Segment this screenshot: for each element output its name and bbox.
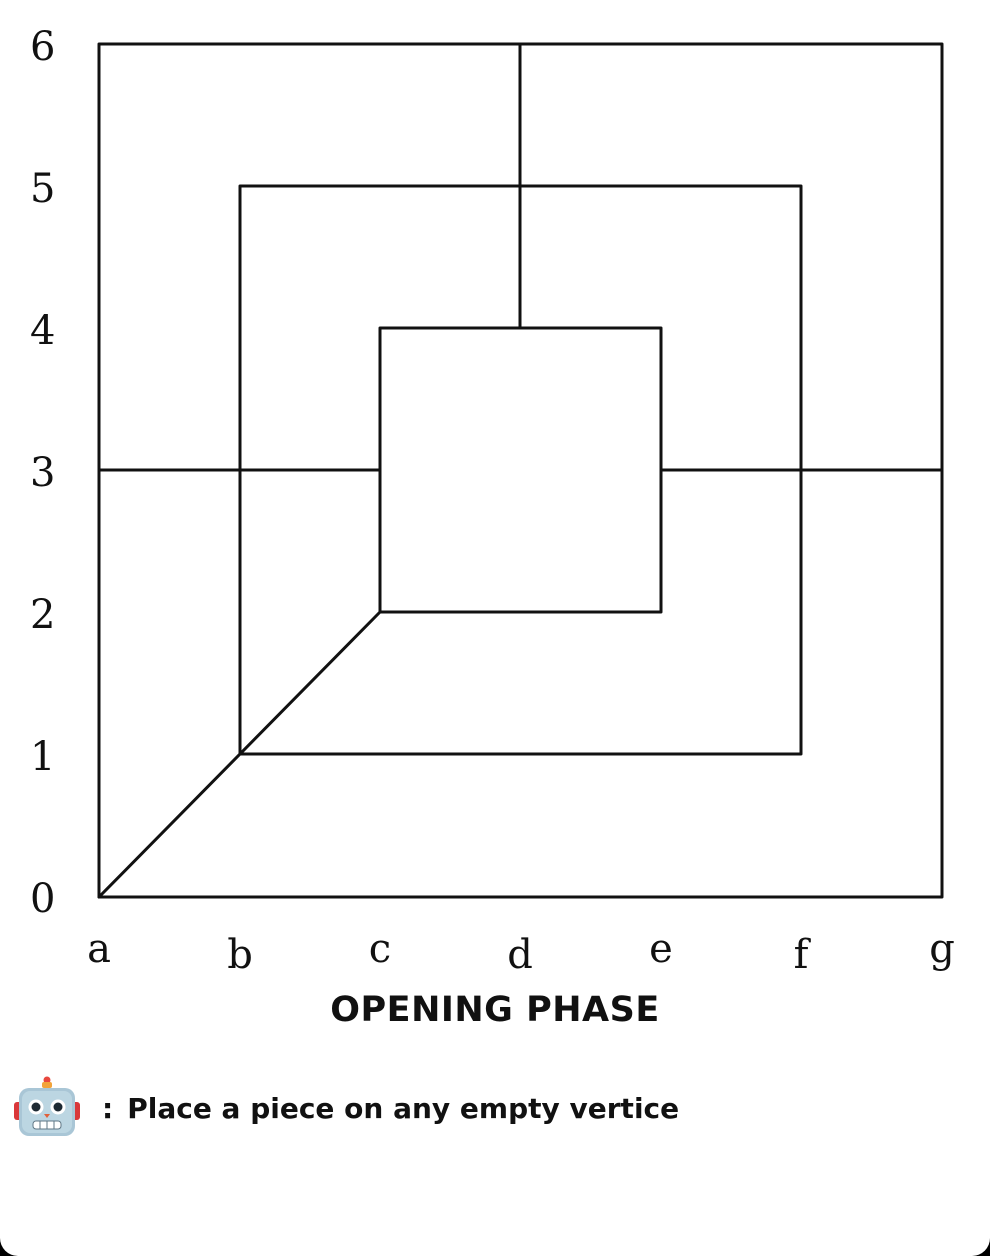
robot-icon (14, 1076, 80, 1136)
file-label: f (794, 932, 812, 978)
rank-label: 0 (30, 876, 55, 922)
rank-labels: 6 5 4 3 2 1 0 (30, 24, 55, 922)
file-label: a (87, 926, 111, 972)
status-separator: : (102, 1091, 114, 1125)
file-label: b (227, 932, 253, 978)
file-label: g (929, 926, 955, 972)
rank-label: 3 (30, 450, 55, 496)
status-bar: : Place a piece on any empty vertice (14, 1076, 679, 1140)
file-label: c (369, 926, 391, 972)
rank-label: 5 (30, 166, 55, 212)
file-label: e (649, 926, 673, 972)
file-labels: a b c d e f g (87, 926, 955, 978)
connector-a0-c2 (97, 610, 382, 899)
rank-label: 2 (30, 592, 55, 638)
rank-label: 4 (30, 308, 55, 354)
rank-label: 6 (30, 24, 55, 70)
status-message: Place a piece on any empty vertice (127, 1091, 680, 1125)
phase-title: OPENING PHASE (330, 990, 660, 1030)
game-board[interactable]: 6 5 4 3 2 1 0 a b c d e f g (0, 0, 990, 980)
rank-label: 1 (30, 734, 55, 780)
inner-square (378, 326, 663, 614)
file-label: d (507, 932, 533, 978)
